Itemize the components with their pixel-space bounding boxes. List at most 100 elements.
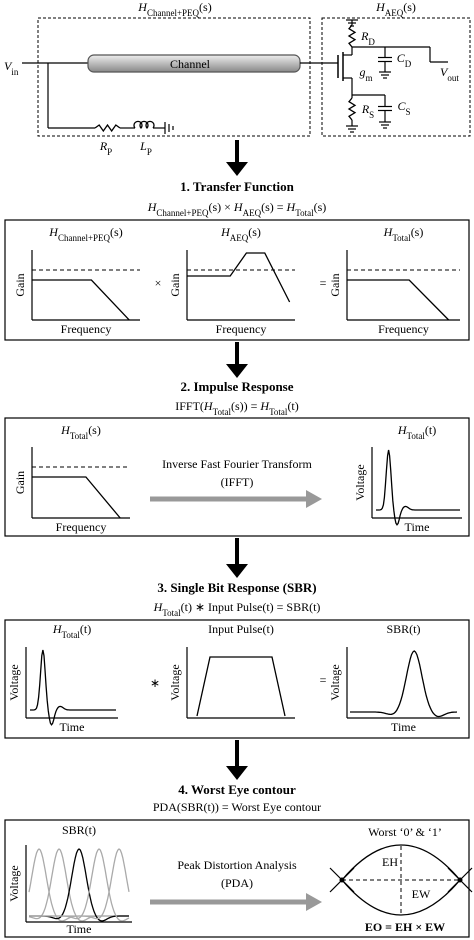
subscript: AEQ <box>243 208 262 218</box>
process-arrow-head <box>306 893 322 911</box>
eye-opening-label: EO = EH × EW <box>365 920 445 934</box>
sbr-curve <box>29 848 130 920</box>
output-label: Vout <box>440 65 459 83</box>
process-label: Peak Distortion Analysis <box>177 858 297 872</box>
subscript: Total <box>406 431 425 441</box>
symbol: H <box>383 225 394 239</box>
process-arrow-head <box>306 490 322 508</box>
impulse-curve <box>376 449 460 526</box>
subscript: Channel+PEQ <box>58 233 111 243</box>
y-axis-label: Voltage <box>7 865 21 901</box>
subscript: Total <box>162 608 181 618</box>
subscript: Total <box>392 233 411 243</box>
subscript: in <box>11 67 19 77</box>
subscript: Total <box>61 630 80 640</box>
operator: ∗ <box>150 676 160 690</box>
subscript: P <box>107 147 112 157</box>
eye-height-label: EH <box>382 855 398 869</box>
block-label: HChannel+PEQ(s) <box>137 0 211 18</box>
text-part: PDA(SBR(t)) = Worst Eye contour <box>153 800 321 814</box>
argument: (s) <box>199 0 212 14</box>
step-title: 1. Transfer Function <box>180 179 295 194</box>
sbr-curve <box>28 848 129 922</box>
flow-arrow-head <box>226 364 248 378</box>
response-curve <box>187 252 291 303</box>
symbol: R <box>360 29 369 43</box>
x-axis-label: Time <box>391 720 416 734</box>
subscript: out <box>447 73 459 83</box>
x-axis-label: Frequency <box>61 322 112 336</box>
subscript: Channel+PEQ <box>147 8 200 18</box>
text-part: ∗ Input Pulse(t) = SBR(t) <box>192 600 321 614</box>
subscript: Total <box>269 407 288 417</box>
eye-title: Worst ‘0’ & ‘1’ <box>368 825 442 839</box>
resistor-rp <box>94 123 121 133</box>
y-axis-label: Voltage <box>328 664 342 700</box>
step-title: 4. Worst Eye contour <box>178 782 296 797</box>
inductor-lp <box>133 120 155 129</box>
component-label: RD <box>360 29 375 47</box>
argument: (s) <box>314 200 327 214</box>
symbol: H <box>137 0 148 14</box>
step-title: 2. Impulse Response <box>180 379 293 394</box>
pulse-curve <box>196 656 286 717</box>
impulse-curve <box>30 649 116 726</box>
component-label: LP <box>139 139 152 157</box>
subscript: D <box>368 37 375 47</box>
symbol: H <box>220 225 231 239</box>
step-title: 3. Single Bit Response (SBR) <box>157 580 316 595</box>
text-part: = <box>274 200 287 214</box>
plot-title: HChannel+PEQ(s) <box>48 225 122 243</box>
symbol: V <box>440 65 449 79</box>
symbol: H <box>375 0 386 14</box>
y-axis-label: Gain <box>13 471 27 494</box>
symbol: H <box>153 600 164 614</box>
symbol: R <box>361 102 370 116</box>
argument: (s) <box>411 225 424 239</box>
component-label: CD <box>397 51 412 69</box>
response-curve <box>347 279 450 321</box>
y-axis-label: Voltage <box>168 664 182 700</box>
plot-title: HTotal(s) <box>383 225 424 243</box>
plot-title: HTotal(t) <box>397 423 436 441</box>
step-equation: IFFT(HTotal(s)) = HTotal(t) <box>175 399 299 417</box>
x-axis-label: Time <box>405 520 430 534</box>
operator: = <box>320 673 327 687</box>
y-axis-label: Gain <box>13 273 27 296</box>
symbol: H <box>48 225 59 239</box>
operator: = <box>320 276 327 290</box>
plot-title: Input Pulse(t) <box>208 622 274 636</box>
argument: (t) <box>80 622 91 636</box>
step-equation: HChannel+PEQ(s) × HAEQ(s) = HTotal(s) <box>147 200 327 218</box>
process-label: (PDA) <box>221 876 253 890</box>
symbol: R <box>99 139 108 153</box>
flow-arrow-head <box>226 162 248 176</box>
argument: (s) <box>248 225 261 239</box>
step-equation: PDA(SBR(t)) = Worst Eye contour <box>153 800 321 814</box>
symbol: H <box>52 622 63 636</box>
response-curve <box>32 476 121 519</box>
x-axis-label: Frequency <box>378 322 429 336</box>
input-label: Vin <box>4 59 19 77</box>
x-axis-label: Frequency <box>216 322 267 336</box>
text-part: IFFT( <box>175 399 204 413</box>
sbr-curve <box>350 650 458 718</box>
text-part: ) = <box>244 399 261 413</box>
symbol: C <box>397 99 406 113</box>
symbol: H <box>203 399 214 413</box>
step-panel <box>4 219 470 341</box>
process-label: Inverse Fast Fourier Transform <box>162 457 312 471</box>
y-axis-label: Gain <box>168 273 182 296</box>
argument: (s) <box>110 225 123 239</box>
symbol: C <box>397 51 406 65</box>
argument: (s) <box>261 200 274 214</box>
symbol: H <box>60 423 71 437</box>
crossing-point <box>457 877 463 883</box>
eye-width-label: EW <box>412 887 431 901</box>
y-axis-label: Gain <box>328 273 342 296</box>
resistor-rs <box>347 97 357 121</box>
plot-title: HAEQ(s) <box>220 225 261 243</box>
text-part: × <box>221 200 234 214</box>
argument: (t) <box>181 600 192 614</box>
